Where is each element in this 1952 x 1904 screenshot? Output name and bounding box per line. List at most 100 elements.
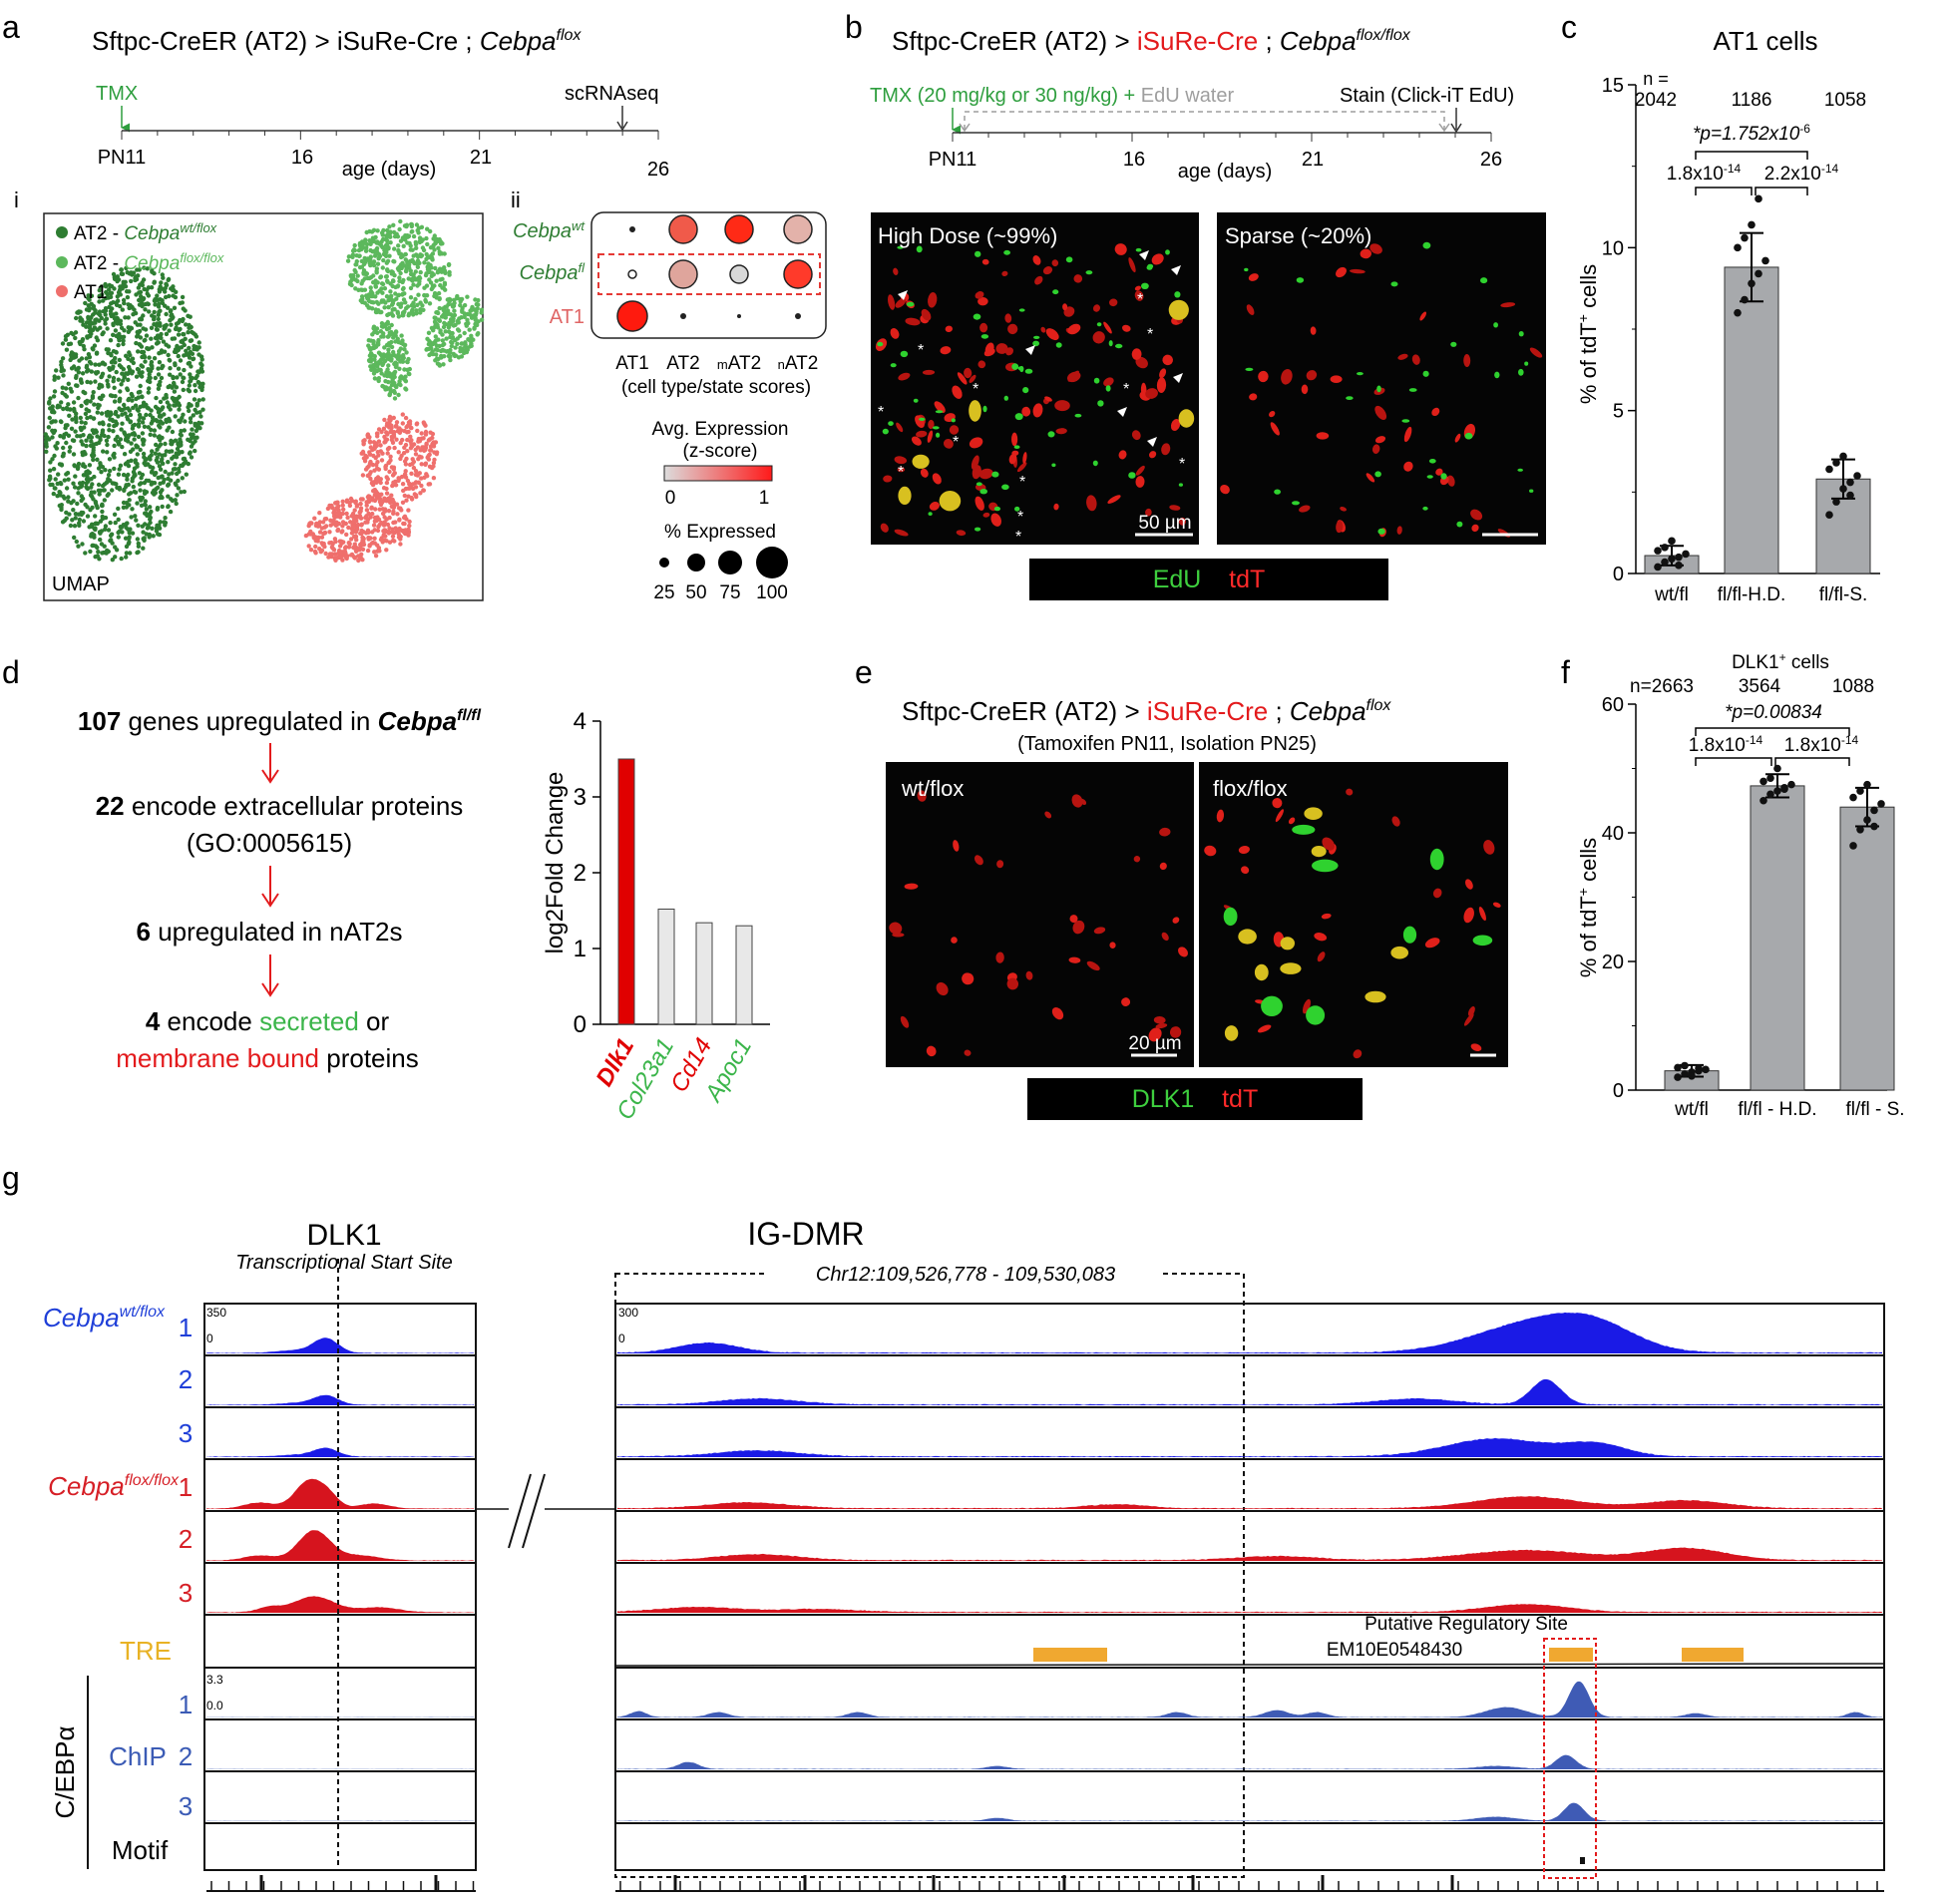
data-point: [1674, 1073, 1682, 1081]
log2fc-ytick: 0: [574, 1011, 586, 1038]
cells-flox-flox: [1204, 788, 1501, 1059]
svg-text:*: *: [1019, 474, 1025, 491]
scrnaseq-label: scRNAseq: [565, 83, 658, 105]
panel-f-p-right: 1.8x10-14: [1784, 733, 1859, 756]
panel-a: Sftpc-CreER (AT2) > iSuRe-Cre ; Cebpaflo…: [14, 26, 827, 603]
data-point: [1675, 553, 1683, 562]
micrograph-flox-flox: [1199, 762, 1508, 1067]
data-point: [1654, 547, 1662, 555]
panel-c-p-top: *p=1.752x10-6: [1693, 122, 1810, 145]
panel-f-cat-2: fl/fl - S.: [1845, 1099, 1904, 1120]
dot-col-at1: AT1: [615, 353, 648, 374]
data-point: [1668, 537, 1676, 546]
data-point: [1668, 555, 1676, 564]
svg-text:*: *: [1179, 456, 1185, 473]
pct-expressed-label: % Expressed: [664, 522, 776, 543]
scale-atac-min-right: 0: [618, 1332, 625, 1345]
panel-f-cat-0: wt/fl: [1674, 1099, 1709, 1120]
data-point: [1741, 295, 1749, 304]
flox-flox-label: flox/flox: [1213, 776, 1288, 801]
ytick-label: 0: [1613, 564, 1624, 585]
ko-rep-3: 3: [179, 1578, 193, 1608]
scale-bar-50um: 50 µm: [1138, 513, 1191, 534]
panel-letter-b: b: [845, 9, 863, 45]
log2fc-bar: [695, 922, 713, 1025]
panel-letter-d: d: [2, 654, 20, 690]
scale-bar-20um: 20 µm: [1128, 1033, 1181, 1054]
svg-text:*: *: [1017, 509, 1023, 526]
data-point: [1849, 842, 1857, 850]
data-point: [1853, 472, 1861, 480]
data-point: [1748, 279, 1756, 288]
subpanel-i: i: [14, 188, 19, 212]
data-point: [1787, 780, 1795, 789]
ytick-label: 10: [1602, 237, 1624, 259]
data-point: [1825, 465, 1833, 474]
panel-f-cat-1: fl/fl - H.D.: [1738, 1099, 1816, 1120]
ytick-label: 20: [1602, 952, 1624, 973]
data-point: [1856, 787, 1864, 795]
cebpa-chip-label: C/EBPα: [50, 1725, 80, 1818]
color-scale: [663, 465, 773, 482]
data-point: [1766, 774, 1774, 782]
scale-max: 1: [759, 488, 770, 509]
data-point: [1863, 780, 1871, 789]
svg-text:*: *: [1137, 291, 1143, 308]
track-box-left: [203, 1303, 477, 1871]
track-box-right: [614, 1303, 1885, 1871]
chip-rep-1: 1: [179, 1690, 193, 1719]
dotplot-dots: [616, 214, 813, 332]
data-point: [1755, 269, 1762, 278]
flow-step-2: 22 encode extracellular proteins: [96, 791, 464, 821]
cells-sparse: [1220, 241, 1543, 538]
data-point: [1748, 220, 1756, 229]
dotplot-highlight: [597, 253, 821, 295]
panel-letter-f: f: [1561, 654, 1570, 690]
genome-axis: 1095270001095280001095290001095300001095…: [206, 1875, 1884, 1904]
wt-group-label: Cebpawt/flox: [43, 1303, 166, 1333]
dot-col-mat2: mAT2: [717, 353, 761, 374]
ytick-label: 40: [1602, 823, 1624, 845]
stain-legend-b-text: EdU__tdT: [1153, 566, 1266, 593]
pct-100: 100: [756, 582, 788, 603]
panel-f-n-2: 1088: [1832, 676, 1874, 697]
legend-item-wt: AT2 - Cebpawt/flox: [74, 220, 217, 244]
dot-row-fl: Cebpafl: [520, 260, 586, 284]
pct-25: 25: [653, 582, 674, 603]
panel-c-n-label: n =: [1643, 69, 1669, 89]
data-point: [1839, 485, 1847, 493]
avg-expr-label: Avg. Expression: [652, 419, 789, 440]
data-point: [1766, 790, 1774, 799]
igdmr-coords: Chr12:109,526,778 - 109,530,083: [816, 1264, 1115, 1286]
wt-rep-3: 3: [179, 1418, 193, 1448]
data-point: [1849, 793, 1857, 802]
data-point: [1675, 562, 1683, 570]
panel-e-subtitle: (Tamoxifen PN11, Isolation PN25): [1017, 733, 1317, 755]
data-point: [1674, 1063, 1682, 1072]
ytick-label: 0: [1613, 1080, 1624, 1102]
data-point: [1780, 785, 1788, 793]
panel-letter-a: a: [2, 9, 20, 45]
tick-pn11: PN11: [98, 147, 147, 169]
data-point: [1846, 491, 1854, 500]
dot-col-nat2: nAT2: [778, 353, 819, 374]
reg-site-id: EM10E0548430: [1327, 1640, 1462, 1661]
data-point: [1773, 764, 1781, 773]
data-point: [1741, 233, 1749, 242]
igdmr-region-box: [614, 1273, 1245, 1878]
data-point: [1856, 825, 1864, 834]
flow-step-3: 6 upregulated in nAT2s: [137, 917, 403, 947]
cells-high-dose: * * * * * * * * * * * *: [875, 243, 1195, 546]
data-point: [1863, 816, 1871, 824]
scale-min: 0: [665, 488, 676, 509]
data-point: [1825, 511, 1833, 519]
pct-75: 75: [719, 582, 740, 603]
panel-c-n-2: 1058: [1824, 90, 1866, 111]
panel-letter-g: g: [2, 1160, 20, 1196]
ko-rep-1: 1: [179, 1472, 193, 1502]
wt-flox-label: wt/flox: [901, 776, 964, 801]
tick-26-b: 26: [1480, 149, 1502, 171]
panel-d: 107 genes upregulated in Cebpafl/fl 22 e…: [78, 706, 770, 1124]
reg-site-highlight: [1543, 1638, 1597, 1879]
